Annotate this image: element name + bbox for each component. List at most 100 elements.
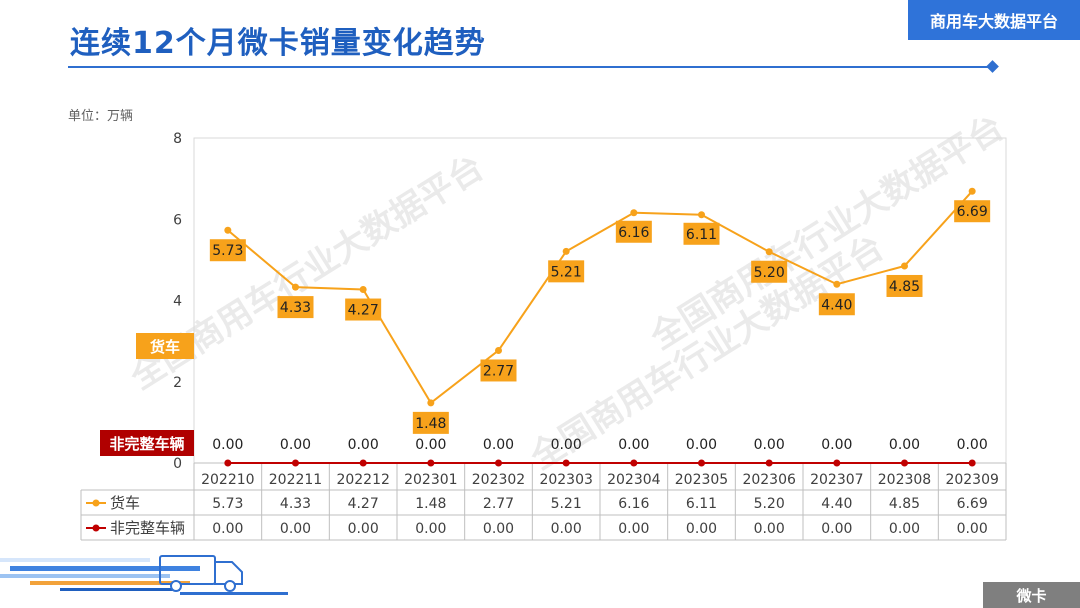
table-cell-incomplete: 0.00 xyxy=(280,521,311,537)
data-label-incomplete: 0.00 xyxy=(618,437,649,453)
table-cell-incomplete: 0.00 xyxy=(889,521,920,537)
data-point-incomplete xyxy=(495,459,502,467)
table-cell-truck: 4.33 xyxy=(280,496,311,512)
series-line-truck xyxy=(227,190,973,405)
series-truck: 5.73 4.33 4.27 1.48 2.77 5.21 6.16 6.11 5.20 4.40… xyxy=(209,187,991,434)
table-cell-incomplete: 0.00 xyxy=(821,521,852,537)
title-underline xyxy=(68,66,993,68)
table-cell-truck: 4.27 xyxy=(348,496,379,512)
data-label-incomplete: 0.00 xyxy=(686,437,717,453)
data-point-truck xyxy=(495,346,502,354)
brand-text: 商用车大数据平台 xyxy=(929,12,1058,31)
table-cell-truck: 2.77 xyxy=(483,496,514,512)
data-point-truck xyxy=(224,226,232,234)
table-cell-incomplete: 0.00 xyxy=(348,521,379,537)
table-cell-incomplete: 0.00 xyxy=(551,521,582,537)
truck-decoration xyxy=(0,555,288,595)
data-label-truck: 5.20 xyxy=(754,265,785,281)
table-cell-truck: 4.85 xyxy=(889,496,920,512)
table-cell-truck: 5.20 xyxy=(754,496,785,512)
legend-marker-incomplete xyxy=(92,524,100,532)
brand-box: 商用车大数据平台 xyxy=(908,0,1080,40)
data-label-incomplete: 0.00 xyxy=(754,437,785,453)
data-point-truck xyxy=(901,262,908,270)
data-label-incomplete: 0.00 xyxy=(551,437,582,453)
data-point-incomplete xyxy=(224,459,232,467)
table-cell-truck: 5.21 xyxy=(551,496,582,512)
table-cell-truck: 6.69 xyxy=(957,496,988,512)
table-cell-truck: 5.73 xyxy=(212,496,243,512)
data-point-incomplete xyxy=(833,459,841,467)
data-point-incomplete xyxy=(359,459,367,467)
data-label-bg-truck xyxy=(886,274,923,297)
y-tick-label: 8 xyxy=(173,131,182,147)
table-cell-truck: 1.48 xyxy=(415,496,446,512)
x-tick-label: 202306 xyxy=(742,472,796,488)
data-label-truck: 5.21 xyxy=(551,264,582,280)
unit-label: 单位：万辆 xyxy=(68,109,134,124)
y-tick-label: 6 xyxy=(173,212,182,228)
x-tick-label: 202210 xyxy=(201,472,254,488)
data-point-incomplete xyxy=(765,459,773,467)
data-label-truck: 4.85 xyxy=(889,279,920,295)
data-point-truck xyxy=(427,399,435,407)
data-label-truck: 2.77 xyxy=(483,363,514,379)
data-label-incomplete: 0.00 xyxy=(889,437,920,453)
y-tick-label: 0 xyxy=(173,456,182,472)
data-point-truck xyxy=(359,286,367,294)
data-label-bg-truck xyxy=(615,220,652,243)
data-label-incomplete: 0.00 xyxy=(821,437,852,453)
y-axis: 0 2 4 6 8 xyxy=(173,131,182,472)
data-point-truck xyxy=(698,211,705,219)
data-label-incomplete: 0.00 xyxy=(348,437,379,453)
data-label-truck: 5.73 xyxy=(212,243,243,259)
data-point-incomplete xyxy=(562,459,570,467)
data-label-truck: 4.27 xyxy=(348,303,379,319)
data-label-incomplete: 0.00 xyxy=(483,437,514,453)
table-cell-incomplete: 0.00 xyxy=(483,521,514,537)
data-label-bg-truck xyxy=(818,293,855,316)
x-tick-label: 202301 xyxy=(404,472,457,488)
table-cell-truck: 4.40 xyxy=(821,496,852,512)
data-label-bg-truck xyxy=(683,222,720,245)
data-point-incomplete xyxy=(630,459,638,467)
data-table: 202210 202211 202212 202301 202302 202303 2023… xyxy=(80,462,1007,541)
y-tick-label: 4 xyxy=(173,294,182,310)
data-label-truck: 4.33 xyxy=(280,300,311,316)
data-point-truck xyxy=(765,248,773,256)
data-point-truck xyxy=(630,209,638,217)
y-tick-label: 2 xyxy=(173,375,182,391)
data-point-truck xyxy=(833,280,841,288)
table-cell-incomplete: 0.00 xyxy=(212,521,243,537)
data-label-truck: 4.40 xyxy=(821,297,852,313)
table-cell-truck: 6.11 xyxy=(686,496,717,512)
table-cell-incomplete: 0.00 xyxy=(686,521,717,537)
data-label-incomplete: 0.00 xyxy=(415,437,446,453)
side-label-truck-bg xyxy=(136,333,194,359)
data-label-incomplete: 0.00 xyxy=(280,437,311,453)
data-point-incomplete xyxy=(901,459,908,467)
x-tick-label: 202308 xyxy=(878,472,931,488)
x-tick-label: 202305 xyxy=(675,472,728,488)
side-label-truck: 货车 xyxy=(150,338,180,356)
x-tick-label: 202212 xyxy=(336,472,389,488)
data-label-truck: 6.11 xyxy=(686,227,717,243)
data-label-bg-truck xyxy=(751,260,788,283)
data-point-incomplete xyxy=(292,459,299,467)
data-label-bg-truck xyxy=(277,296,314,319)
data-label-bg-truck xyxy=(954,200,991,223)
footer-tag: 微卡 xyxy=(983,582,1080,608)
watermark-text: 全国商用车行业大数据平台 xyxy=(123,148,491,399)
data-label-truck: 6.16 xyxy=(618,225,649,241)
table-cell-incomplete: 0.00 xyxy=(415,521,446,537)
data-point-incomplete xyxy=(698,459,705,467)
table-cell-incomplete: 0.00 xyxy=(754,521,785,537)
x-tick-label: 202211 xyxy=(269,472,322,488)
x-tick-label: 202309 xyxy=(945,472,998,488)
legend-marker-truck xyxy=(92,499,100,507)
data-label-truck: 6.69 xyxy=(957,204,988,220)
legend-label-incomplete: 非完整车辆 xyxy=(110,519,185,537)
